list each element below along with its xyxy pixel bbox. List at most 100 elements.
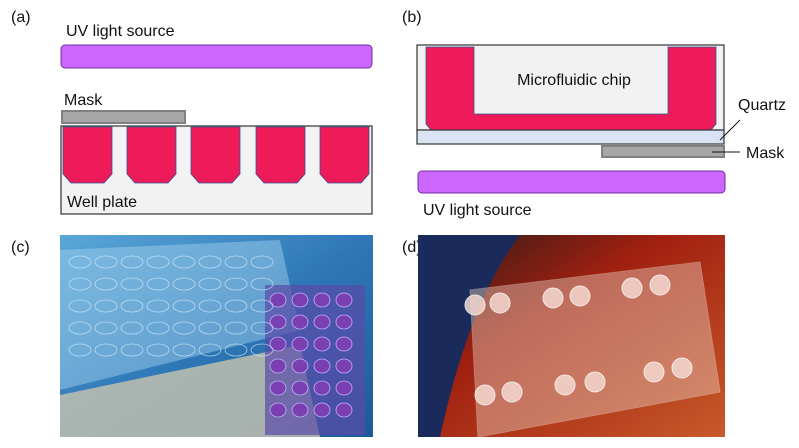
photo-well	[269, 358, 287, 374]
photo-well	[224, 255, 248, 269]
chip-label: Microfluidic chip	[517, 72, 631, 89]
plate-base	[60, 345, 320, 437]
photo-well	[224, 321, 248, 335]
photo-chamber	[474, 384, 496, 406]
photo-well	[313, 314, 331, 330]
photo-well	[120, 255, 144, 269]
panel-a: (a) UV light source Mask Well plate	[11, 9, 373, 215]
well	[190, 126, 241, 184]
photo-chamber	[569, 285, 591, 307]
photo-well	[335, 314, 353, 330]
photo-well	[94, 255, 118, 269]
photo-well	[313, 380, 331, 396]
photo-well	[94, 277, 118, 291]
plate-label: Well plate	[67, 194, 137, 211]
photo-well	[172, 321, 196, 335]
photo-well	[269, 336, 287, 352]
photo-chamber	[649, 274, 671, 296]
photo-well	[313, 358, 331, 374]
chip-channel	[425, 46, 717, 131]
photo-well	[291, 402, 309, 418]
photo-well	[224, 277, 248, 291]
photo-well	[291, 292, 309, 308]
photo-well	[172, 343, 196, 357]
uv-light-source-b	[417, 170, 726, 194]
photo-well	[68, 343, 92, 357]
photo-well	[269, 292, 287, 308]
photo-glove	[418, 235, 520, 437]
photo-well	[224, 343, 248, 357]
photo-well	[335, 336, 353, 352]
photo-chamber	[542, 287, 564, 309]
photo-well	[198, 255, 222, 269]
photo-chamber	[554, 374, 576, 396]
mask-a	[61, 110, 186, 124]
quartz	[416, 129, 725, 145]
photo-well	[120, 299, 144, 313]
photo-well	[120, 343, 144, 357]
photo-chamber	[489, 292, 511, 314]
photo-well	[146, 299, 170, 313]
photo-well	[250, 255, 274, 269]
well	[319, 126, 370, 184]
photo-well	[198, 343, 222, 357]
photo-well	[94, 321, 118, 335]
panel-b: (b) Microfluidic chip Quartz Mask UV lig…	[402, 9, 786, 219]
well	[126, 126, 177, 184]
panel-label-c: (c)	[11, 239, 30, 256]
photo-well	[68, 299, 92, 313]
photo-well	[269, 314, 287, 330]
photo-well	[291, 314, 309, 330]
panel-c: (c)	[11, 235, 373, 437]
photo-well	[94, 299, 118, 313]
panel-d: (d)	[402, 235, 725, 438]
photo-well	[198, 321, 222, 335]
photo-well	[250, 343, 274, 357]
photo-well	[313, 292, 331, 308]
photo-well	[335, 380, 353, 396]
photo-well	[146, 321, 170, 335]
photo-well	[94, 343, 118, 357]
photo-well	[335, 292, 353, 308]
photo-well	[224, 299, 248, 313]
photo-well	[68, 277, 92, 291]
mask-label-b: Mask	[746, 145, 785, 162]
well	[62, 126, 113, 184]
photo-well	[313, 336, 331, 352]
photo-well	[172, 255, 196, 269]
photo-well	[291, 358, 309, 374]
photo-well	[68, 255, 92, 269]
photo-well	[291, 380, 309, 396]
panel-label-d: (d)	[402, 239, 422, 256]
mask-label-a: Mask	[64, 92, 103, 109]
photo-wells-d	[464, 274, 693, 406]
well	[255, 126, 306, 184]
photo-well	[146, 255, 170, 269]
photo-well	[250, 277, 274, 291]
photo-well	[313, 402, 331, 418]
photo-chamber	[501, 381, 523, 403]
panel-label-b: (b)	[402, 9, 422, 26]
wells	[62, 126, 370, 184]
well-plate-lid	[60, 240, 300, 390]
photo-well	[198, 299, 222, 313]
photo-well	[335, 402, 353, 418]
photo-well	[291, 336, 309, 352]
photo-chamber	[584, 371, 606, 393]
photo-well	[269, 380, 287, 396]
photo-well	[146, 277, 170, 291]
photo-well	[250, 321, 274, 335]
photo-well	[172, 299, 196, 313]
panel-label-a: (a)	[11, 9, 31, 26]
photo-well	[146, 343, 170, 357]
photo-well	[172, 277, 196, 291]
photo-well	[120, 321, 144, 335]
quartz-leader-line	[719, 119, 741, 141]
photo-well	[250, 299, 274, 313]
photo-chamber	[621, 277, 643, 299]
photo-well	[120, 277, 144, 291]
photo-well	[269, 402, 287, 418]
uv-label-a: UV light source	[66, 23, 175, 40]
mask-b	[601, 145, 725, 158]
